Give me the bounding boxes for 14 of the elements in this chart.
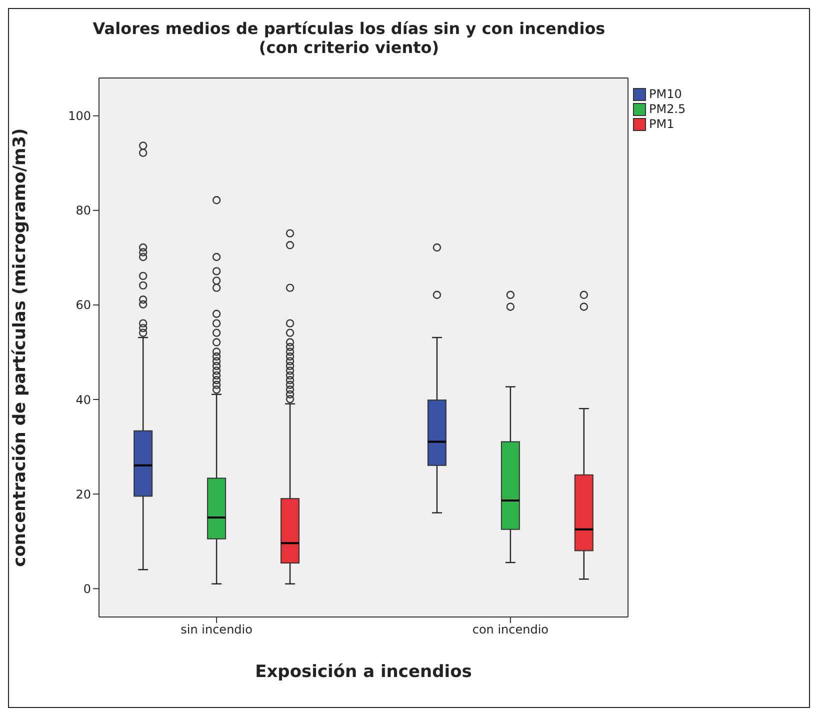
y-tick-label: 20 <box>76 487 91 502</box>
y-tick-label: 60 <box>76 298 91 312</box>
y-axis-title: concentración de partículas (microgramo/m3) <box>10 128 30 567</box>
y-tick-label: 0 <box>83 582 91 596</box>
legend-label: PM1 <box>649 117 674 131</box>
x-tick-label: sin incendio <box>180 622 252 637</box>
x-axis-title: Exposición a incendios <box>255 662 472 682</box>
y-tick-label: 100 <box>68 109 91 124</box>
y-tick-label: 40 <box>76 392 91 407</box>
y-tick-label: 80 <box>76 204 91 218</box>
chart-title: Valores medios de partículas los días sin y con incendios (con criterio viento) <box>92 19 606 57</box>
x-tick-label: con incendio <box>472 622 549 637</box>
legend-label: PM10 <box>649 87 682 101</box>
legend-label: PM2.5 <box>649 102 686 116</box>
